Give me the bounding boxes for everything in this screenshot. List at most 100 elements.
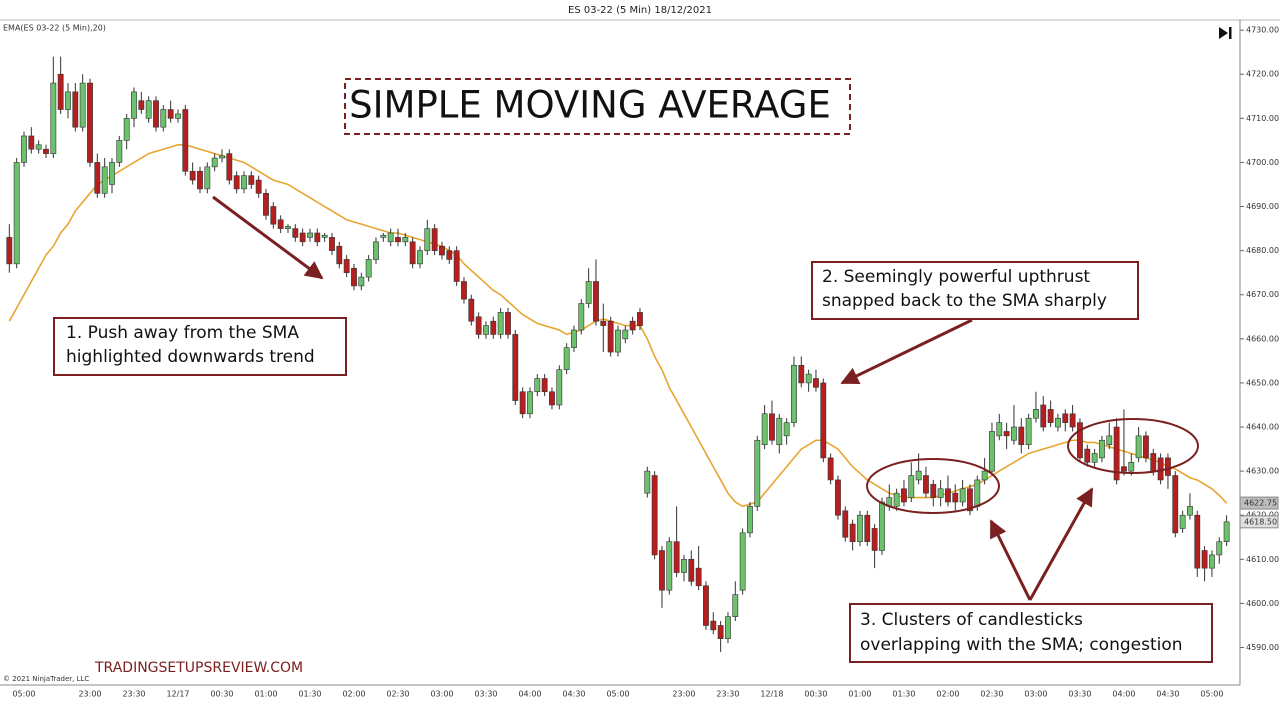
- candle-body: [343, 259, 350, 273]
- annotation-text: highlighted downwards trend: [66, 347, 315, 367]
- candle-body: [549, 391, 555, 406]
- candle-body: [725, 616, 731, 639]
- candle-body: [358, 276, 365, 287]
- candle-body: [50, 82, 57, 154]
- candle-body: [769, 413, 775, 441]
- candle-body: [483, 325, 489, 335]
- arrows: [212, 195, 1199, 601]
- candle-body: [1106, 435, 1113, 445]
- candle-body: [1150, 453, 1157, 472]
- x-tick-label: 03:00: [1024, 690, 1047, 699]
- candle-body: [299, 232, 306, 243]
- candle-body: [439, 245, 445, 256]
- candle-body: [600, 320, 607, 326]
- candle-body: [717, 625, 724, 639]
- candle-body: [805, 373, 812, 384]
- candle-body: [1055, 417, 1061, 428]
- candle-body: [497, 312, 504, 335]
- candle-body: [989, 431, 995, 472]
- candle-body: [160, 109, 167, 128]
- sma-line: [8, 144, 1228, 508]
- candle-body: [189, 170, 196, 181]
- x-tick-label: 23:00: [78, 690, 101, 699]
- candle-body: [153, 100, 159, 128]
- x-tick-label: 03:00: [430, 690, 453, 699]
- y-tick-label: 4640.00: [1246, 423, 1279, 432]
- candle-body: [373, 241, 379, 260]
- copyright: © 2021 NinjaTrader, LLC: [3, 675, 89, 683]
- candle-body: [505, 312, 511, 335]
- candle-body: [285, 226, 291, 229]
- candle-body: [387, 232, 394, 243]
- candle-body: [813, 378, 819, 388]
- candle-body: [747, 506, 753, 534]
- candle-body: [541, 378, 548, 393]
- candle-body: [739, 532, 746, 591]
- y-tick-label: 4670.00: [1246, 290, 1279, 299]
- annotation-text: 1. Push away from the SMA: [66, 323, 299, 343]
- candle-body: [1128, 462, 1135, 472]
- candle-body: [754, 439, 761, 507]
- candle-body: [959, 488, 966, 503]
- candle-body: [688, 559, 695, 582]
- candle-body: [681, 559, 687, 573]
- candle-body: [233, 175, 240, 190]
- candle-body: [827, 457, 834, 481]
- candle-body: [65, 91, 71, 110]
- x-tick-label: 02:00: [342, 690, 365, 699]
- x-tick-label: 04:30: [1156, 690, 1179, 699]
- candle-body: [615, 329, 621, 353]
- candle-body: [519, 391, 526, 415]
- candle-body: [409, 241, 416, 265]
- candle-body: [1003, 431, 1010, 437]
- y-tick-label: 4730.00: [1246, 26, 1279, 35]
- candle-body: [145, 100, 152, 119]
- annotation-2: 2. Seemingly powerful upthrust snapped b…: [811, 261, 1139, 320]
- y-tick-label: 4700.00: [1246, 158, 1279, 167]
- candle-body: [893, 492, 900, 507]
- highlight-ellipse: [866, 458, 1000, 514]
- candle-body: [512, 334, 519, 401]
- annotation-text: 3. Clusters of candlesticks: [860, 610, 1083, 630]
- candle-body: [1157, 457, 1164, 481]
- x-tick-label: 01:00: [848, 690, 871, 699]
- candle-body: [820, 382, 827, 459]
- candle-body: [292, 228, 299, 238]
- candle-body: [673, 541, 680, 573]
- arrow: [212, 195, 324, 280]
- candle-body: [431, 228, 438, 251]
- candle-body: [1194, 514, 1201, 569]
- y-tick-label: 4600.00: [1246, 599, 1279, 608]
- candle-body: [131, 91, 137, 119]
- candle-body: [204, 166, 211, 190]
- candle-body: [952, 492, 959, 503]
- candle-body: [776, 417, 783, 445]
- candle-body: [461, 281, 467, 300]
- candle-body: [1099, 439, 1105, 459]
- candle-body: [446, 250, 453, 260]
- annotation-text: overlapping with the SMA; congestion: [860, 635, 1183, 655]
- candle-body: [241, 175, 247, 190]
- candle-body: [380, 234, 387, 238]
- annotation-frame: [811, 261, 1139, 320]
- candle-body: [138, 100, 145, 110]
- candle-body: [43, 148, 49, 154]
- x-tick-label: 05:00: [12, 690, 35, 699]
- scroll-end-icon[interactable]: [1219, 27, 1232, 39]
- y-tick-label: 4610.00: [1246, 555, 1279, 564]
- headline: SIMPLE MOVING AVERAGE: [349, 84, 831, 127]
- watermark: TRADINGSETUPSREVIEW.COM: [94, 660, 303, 676]
- candle-body: [211, 157, 218, 168]
- candle-body: [695, 567, 702, 587]
- chart-title: ES 03-22 (5 Min) 18/12/2021: [568, 5, 712, 16]
- candle-body: [666, 541, 673, 591]
- candle-body: [1121, 466, 1127, 472]
- candle-body: [1018, 426, 1025, 445]
- annotation-text: snapped back to the SMA sharply: [822, 291, 1107, 311]
- candle-body: [1223, 521, 1230, 542]
- plot-area: [6, 56, 1230, 652]
- candle-body: [937, 488, 944, 498]
- arrow: [989, 519, 1032, 601]
- candle-body: [1025, 417, 1032, 445]
- candle-body: [879, 501, 885, 551]
